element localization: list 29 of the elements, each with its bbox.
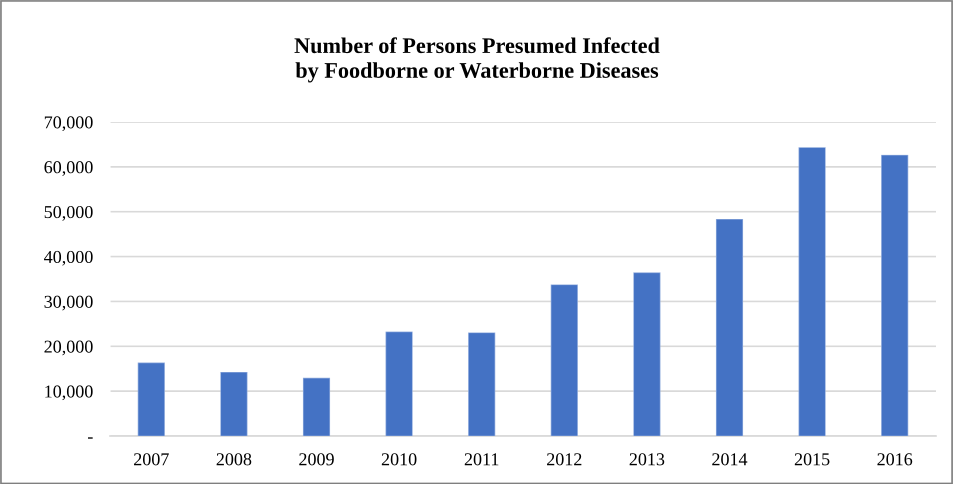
y-tick-label: 50,000 <box>44 206 93 221</box>
x-tick-label: 2010 <box>382 453 416 466</box>
x-tick-label: 2008 <box>216 453 252 466</box>
bar <box>798 147 826 436</box>
bar <box>220 372 248 436</box>
y-tick-label: 30,000 <box>44 296 93 310</box>
x-tick-label: 2009 <box>299 453 334 466</box>
bar <box>881 154 908 436</box>
bar <box>550 284 578 436</box>
x-tick-label: 2014 <box>712 453 748 466</box>
y-tick-label: 60,000 <box>44 161 93 176</box>
y-tick-label: - <box>88 437 93 439</box>
chart-title: Number of Persons Presumed Infected by Foodborne or Waterborne Diseases <box>294 37 660 82</box>
bar <box>633 272 660 436</box>
x-tick-label: 2012 <box>547 453 582 466</box>
bar <box>468 332 496 436</box>
y-tick-label: 40,000 <box>44 250 93 266</box>
y-tick-label: 20,000 <box>44 340 93 356</box>
bar <box>386 332 413 436</box>
y-tick-label: 10,000 <box>45 385 93 400</box>
x-tick-label: 2011 <box>464 453 498 466</box>
bar <box>716 218 744 436</box>
x-tick-label: 2015 <box>794 453 830 466</box>
x-tick-label: 2016 <box>877 453 912 466</box>
x-tick-label: 2013 <box>630 453 664 466</box>
bar <box>138 362 165 436</box>
x-tick-label: 2007 <box>134 453 169 466</box>
y-tick-label: 70,000 <box>44 116 93 132</box>
bar <box>302 378 330 436</box>
